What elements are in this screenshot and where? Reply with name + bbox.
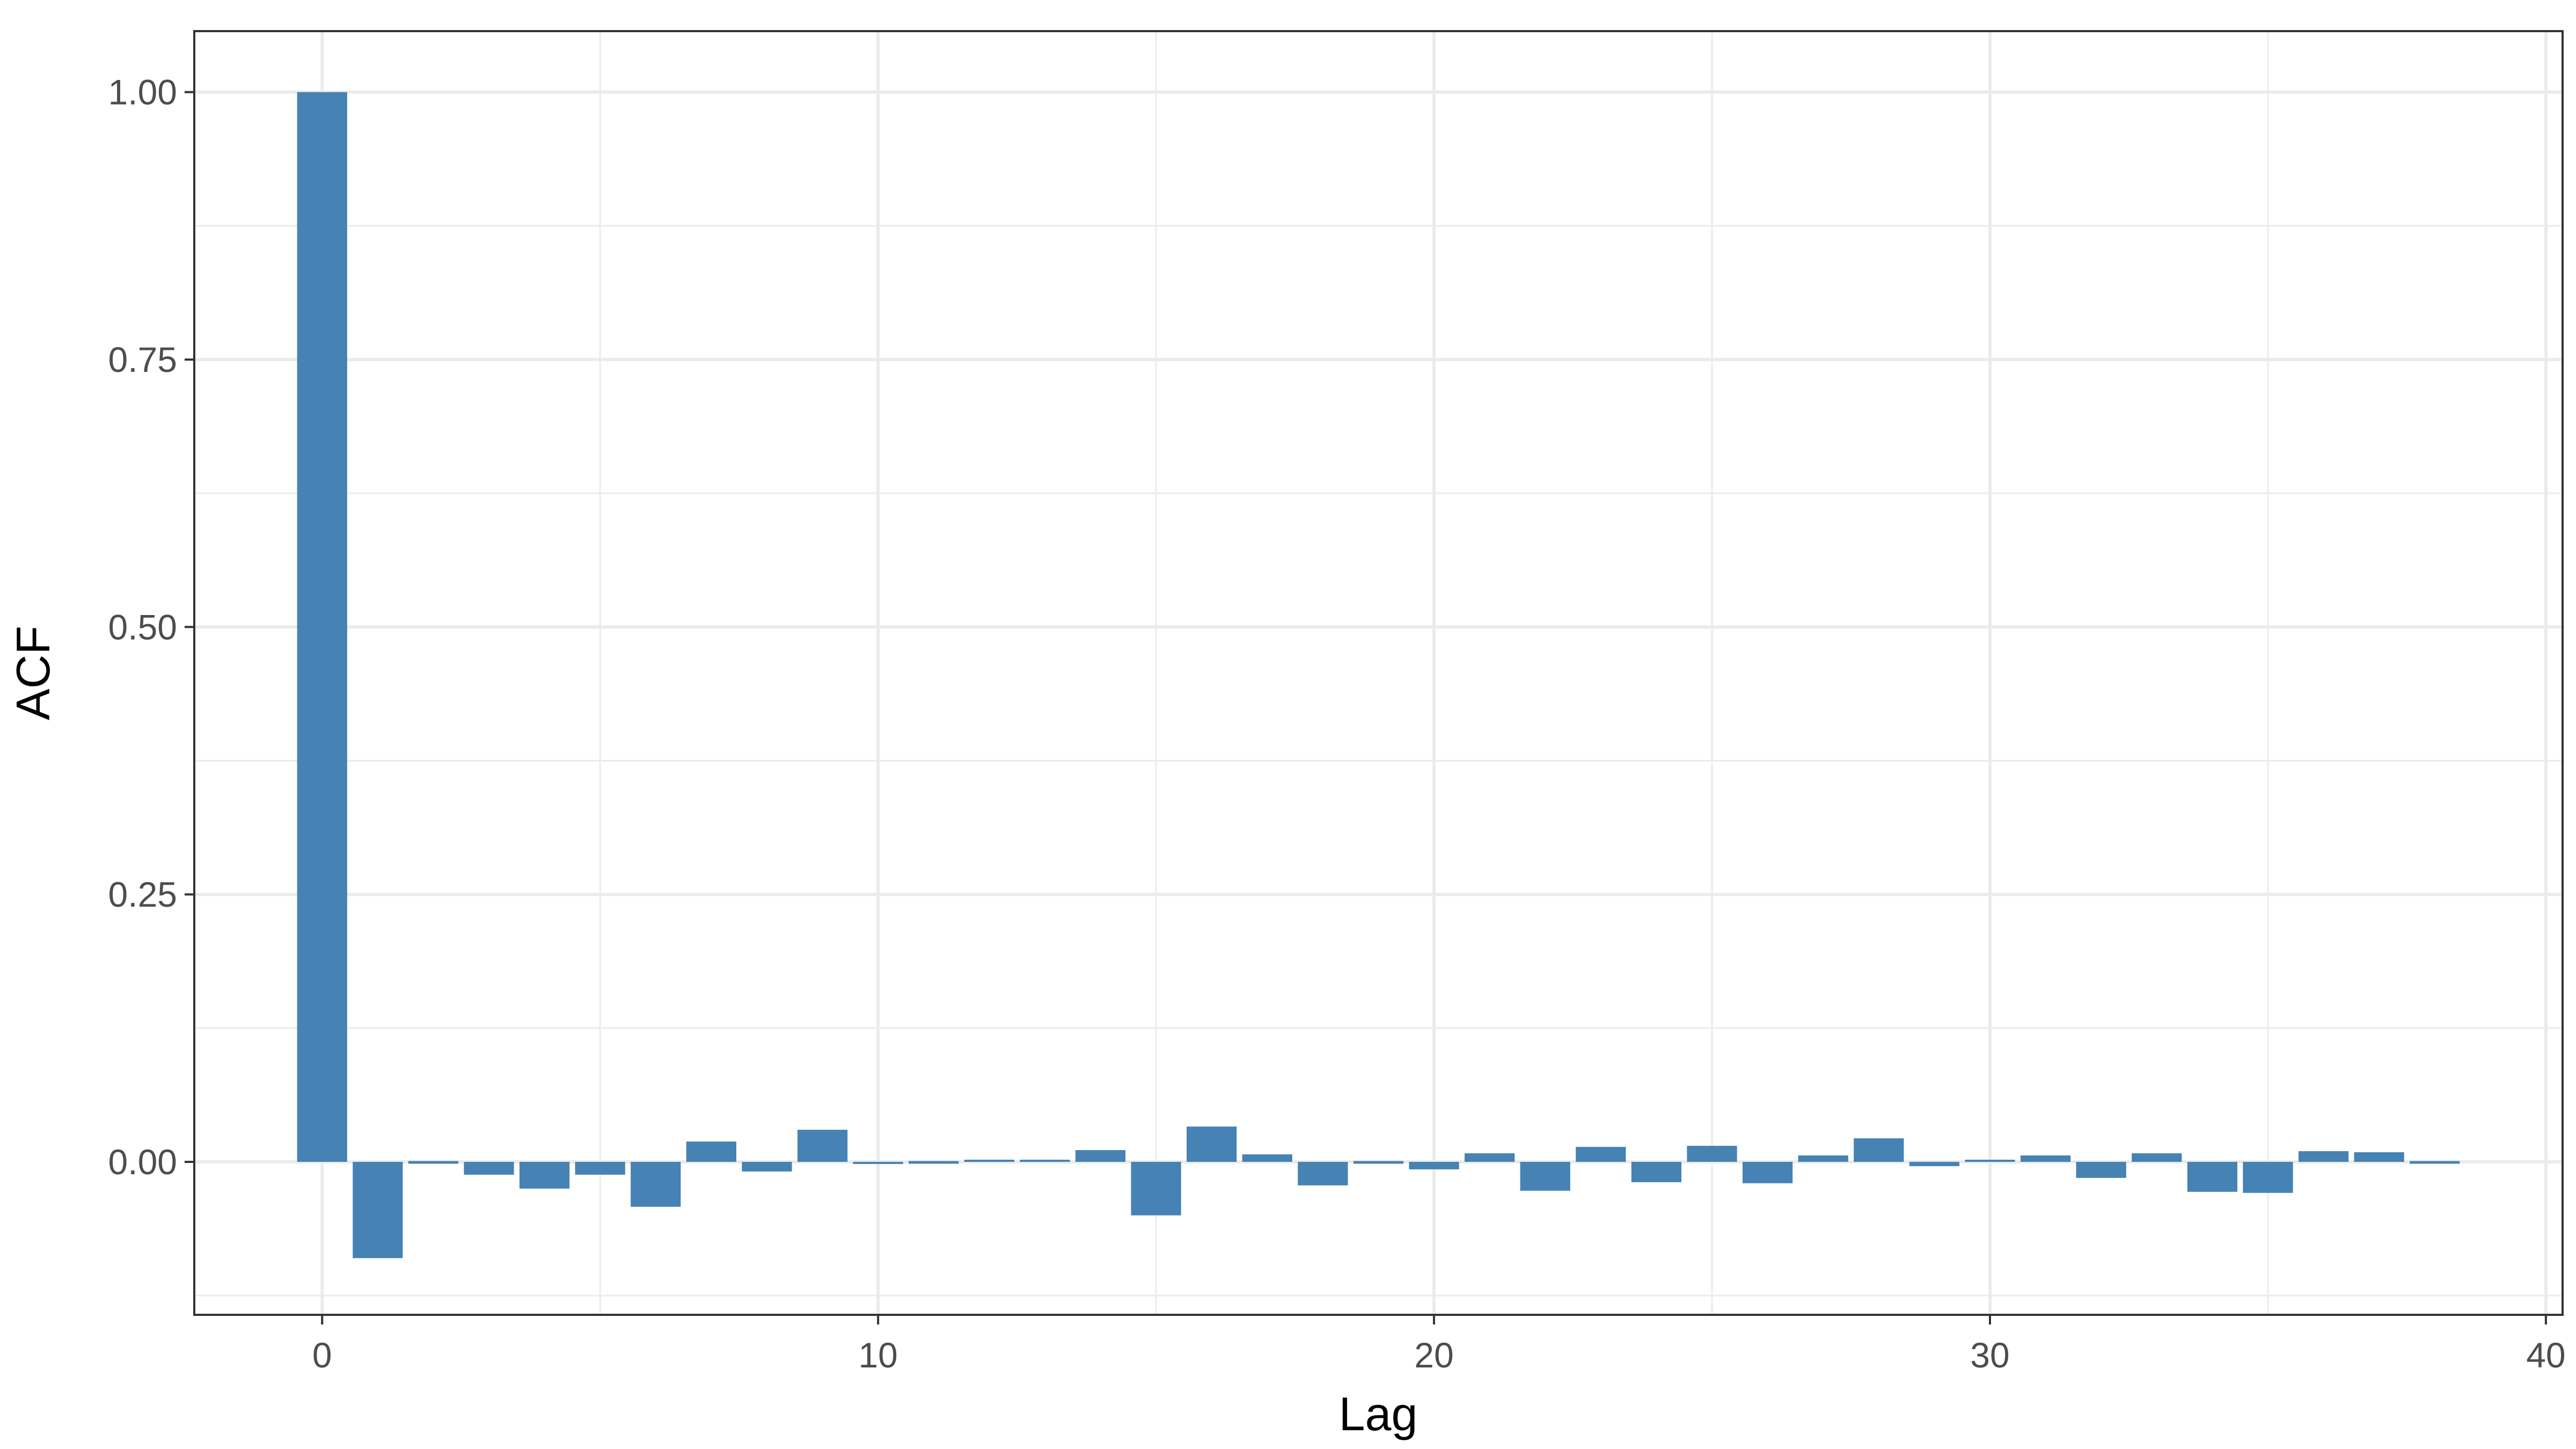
acf-bar [297,92,347,1162]
acf-bar [2243,1161,2293,1193]
acf-bar [2020,1155,2071,1162]
acf-bar [353,1161,403,1258]
acf-bar [1909,1161,1960,1166]
acf-bar [519,1161,570,1189]
acf-bar [631,1161,681,1207]
acf-bar [2132,1153,2182,1162]
acf-bar [853,1161,903,1164]
acf-bar [1465,1153,1515,1162]
acf-bar [2354,1152,2404,1162]
x-tick-label: 30 [1970,1335,2009,1375]
acf-bar [1798,1155,1848,1162]
x-tick-label: 10 [858,1335,897,1375]
acf-bar [1576,1147,1626,1162]
x-tick-label: 40 [2526,1335,2565,1375]
acf-bar [1353,1161,1404,1164]
x-tick-label: 0 [312,1335,332,1375]
acf-bar [1075,1150,1126,1162]
acf-bar [1131,1161,1181,1216]
acf-bar [1854,1138,1904,1162]
y-tick-label: 0.75 [108,340,177,379]
y-tick-label: 0.00 [108,1142,177,1182]
x-tick-label: 20 [1414,1335,1453,1375]
acf-bar [464,1161,514,1175]
acf-bar [742,1161,792,1172]
x-axis: 0 10 20 30 40 [312,1315,2566,1375]
plot-panel-border [193,30,2564,1316]
acf-bar [1409,1161,1459,1169]
y-axis: 0.00 0.25 0.50 0.75 1.00 [108,72,194,1182]
acf-bar [2076,1161,2126,1178]
x-axis-title: Lag [1339,1387,1418,1440]
acf-bar [1631,1161,1682,1182]
acf-bar [2298,1151,2349,1162]
acf-bar [1020,1159,1070,1162]
acf-bar [408,1161,459,1164]
bars [297,92,2460,1258]
acf-bar [797,1130,848,1162]
acf-bar [1965,1159,2015,1162]
acf-bar [1298,1161,1348,1185]
acf-bar [1743,1161,1793,1183]
acf-bar [2410,1161,2460,1164]
acf-bar [1187,1126,1237,1162]
acf-bar [1687,1146,1737,1162]
y-tick-label: 0.25 [108,875,177,914]
y-tick-label: 0.50 [108,607,177,647]
acf-bar [1242,1154,1292,1162]
y-tick-label: 1.00 [108,72,177,112]
acf-bar [686,1141,737,1162]
acf-bar [575,1161,625,1175]
acf-bar [1520,1161,1570,1191]
y-axis-title: ACF [6,626,60,720]
minor-gridlines [194,31,2563,1315]
acf-bar [909,1161,959,1164]
acf-bar [964,1159,1014,1162]
acf-bar [2187,1161,2237,1192]
